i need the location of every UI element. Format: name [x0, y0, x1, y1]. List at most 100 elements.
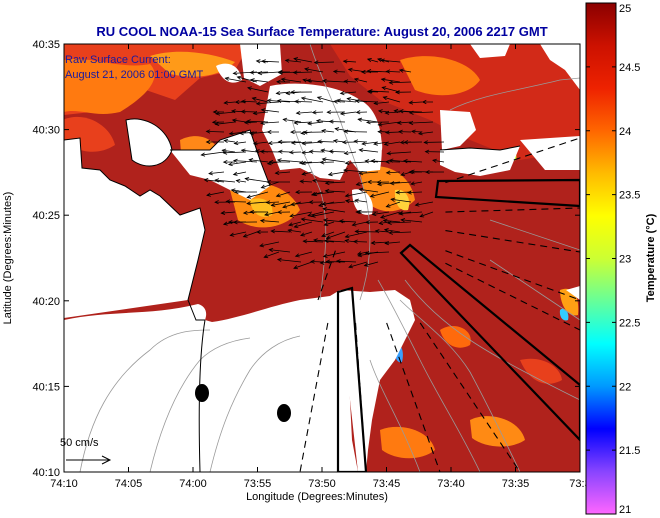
current-vector [247, 201, 269, 205]
current-vector [276, 191, 291, 197]
current-vector-head [344, 199, 350, 204]
current-vector [299, 161, 313, 164]
current-vector-head [264, 212, 269, 217]
current-vector [269, 249, 291, 253]
current-vector [230, 231, 247, 236]
current-vector [399, 69, 412, 73]
contours [79, 44, 580, 472]
current-vector [317, 141, 335, 143]
current-vector-head [300, 130, 306, 136]
current-vector [204, 179, 225, 183]
current-vector [293, 261, 313, 269]
current-vector-head [321, 78, 327, 84]
depth-contour [449, 77, 580, 111]
coastline-path [170, 129, 271, 187]
current-vector-head [324, 180, 330, 186]
x-tick-label: 73:55 [244, 478, 272, 490]
current-vector-head [232, 171, 238, 176]
current-vector-head [214, 121, 220, 126]
current-vector [277, 159, 302, 163]
current-vector [340, 91, 357, 94]
current-vector [374, 101, 390, 104]
current-vector [209, 171, 225, 175]
current-vector-head [215, 111, 221, 116]
current-vector [409, 111, 434, 114]
current-vector-head [306, 78, 312, 83]
current-vector-head [290, 90, 295, 95]
current-vector-head [249, 78, 255, 83]
current-vector [301, 97, 324, 103]
current-vector-head [328, 149, 334, 154]
current-vector-head [332, 69, 338, 74]
x-tick-label: 74:00 [179, 478, 207, 490]
land-area [64, 300, 358, 472]
current-vector [239, 131, 258, 134]
current-vector-head [274, 170, 280, 176]
current-vector-head [205, 129, 211, 134]
x-tick-label: 73:45 [373, 478, 401, 490]
current-vector-head [293, 265, 299, 270]
current-vector [386, 171, 401, 174]
current-vector-head [300, 96, 306, 101]
current-vector-head [374, 229, 380, 234]
current-vector-head [408, 120, 414, 126]
current-vector [323, 208, 346, 213]
current-vector [328, 171, 346, 176]
current-vector-head [240, 148, 246, 153]
current-vector-head [319, 160, 325, 165]
current-vector-head [228, 131, 234, 136]
current-vector [260, 220, 280, 223]
current-vector [288, 229, 302, 233]
current-vector-head [276, 79, 281, 84]
current-vector [225, 77, 247, 83]
current-vector-head [400, 172, 406, 177]
current-vector-head [270, 202, 276, 207]
current-vector-head [310, 191, 316, 197]
current-vector [384, 141, 401, 145]
x-tick-label: 74:10 [50, 478, 78, 490]
current-vector [300, 180, 313, 183]
current-vector-head [367, 179, 372, 185]
ray-line [317, 250, 336, 301]
current-vector-head [387, 220, 392, 225]
land-area [240, 44, 282, 86]
sst-patch [440, 325, 471, 348]
current-vector-head [326, 110, 332, 115]
colorbar-tick-label: 25 [619, 3, 631, 15]
current-vector-head [408, 110, 414, 115]
current-vector-head [300, 217, 306, 222]
current-vector-head [377, 109, 383, 114]
current-vector-head [356, 251, 362, 256]
current-vector-head [322, 207, 328, 212]
depth-contour [399, 299, 521, 472]
current-vector-head [248, 158, 254, 163]
current-vector-head [203, 178, 209, 183]
current-vector-head [408, 100, 414, 105]
current-vector-head [282, 204, 288, 209]
depth-contour [149, 337, 251, 472]
current-vector-head [293, 224, 299, 229]
current-vector [244, 121, 258, 124]
current-vector [288, 221, 302, 226]
land-area [440, 146, 520, 176]
current-vector-head [398, 68, 404, 73]
current-vector [387, 151, 412, 154]
current-vector-head [277, 69, 283, 75]
current-vector [401, 219, 423, 223]
current-vector-head [255, 59, 261, 64]
current-vector-head [360, 69, 366, 75]
current-vector [307, 121, 324, 125]
current-vector [206, 130, 225, 133]
ray-line [419, 322, 521, 472]
current-vector [385, 131, 401, 133]
current-vector-head [252, 141, 258, 146]
sst-patch [150, 51, 235, 77]
current-vector [358, 118, 379, 123]
current-vector-head [379, 58, 385, 63]
colorbar-tick-label: 23 [619, 254, 631, 266]
y-axis-label: Latitude (Degrees:Minutes) [2, 192, 14, 325]
land-area [300, 290, 415, 472]
x-tick-label: 73:50 [308, 478, 336, 490]
current-vector [345, 231, 368, 238]
current-vector-head [335, 259, 341, 264]
